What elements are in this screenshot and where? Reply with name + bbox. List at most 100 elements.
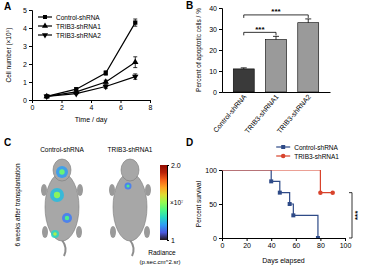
tick-label: 40 xyxy=(268,242,276,249)
signal-spot-core xyxy=(54,192,60,198)
x-axis: Control-shRNATRIB3-shRNA1TRIB3-shRNA2 xyxy=(212,92,331,135)
line xyxy=(222,170,318,238)
tick: 100 xyxy=(340,238,352,249)
panel-label: A xyxy=(4,1,11,12)
tick: 8 xyxy=(149,100,153,111)
bar xyxy=(266,40,287,93)
significance-label: *** xyxy=(271,7,281,16)
tick-label: 0 xyxy=(31,104,35,111)
line xyxy=(47,77,136,97)
marker xyxy=(104,71,108,75)
tick-mark xyxy=(219,29,222,30)
mouse-body xyxy=(45,173,79,241)
tick-label: 5 xyxy=(23,7,27,14)
mouse-body xyxy=(113,173,147,241)
tick: 60 xyxy=(292,238,300,249)
mouse-limb xyxy=(41,184,47,196)
panel-label: C xyxy=(4,137,11,148)
tick-label: 3 xyxy=(23,43,27,50)
panel: D020406080100050100Days elapsedPercent s… xyxy=(186,137,362,265)
tick-mark xyxy=(29,10,32,11)
plot-area xyxy=(44,19,139,100)
tick: 20 xyxy=(243,238,251,249)
tick-mark xyxy=(345,238,346,241)
tick-mark xyxy=(29,64,32,65)
tick-label: 10 xyxy=(209,68,217,75)
tick: 2 xyxy=(60,100,64,111)
tick-mark xyxy=(150,100,151,103)
tick: 0 xyxy=(23,97,32,104)
marker xyxy=(133,20,137,24)
tick: 4 xyxy=(23,25,32,32)
signal-spot xyxy=(51,230,59,238)
axis-line xyxy=(168,166,170,241)
axis-line xyxy=(33,101,151,104)
tick-mark xyxy=(219,92,222,93)
panel: B010203040Control-shRNATRIB3-shRNA1TRIB3… xyxy=(186,0,331,135)
bar xyxy=(298,23,319,92)
marker xyxy=(288,202,292,206)
tick-mark xyxy=(121,100,122,103)
panel: A02468012345Time / dayCell number (×10⁵)… xyxy=(4,1,153,124)
tick-label: 60 xyxy=(292,242,300,249)
legend-marker xyxy=(281,154,286,159)
image-label: Control-shRNA xyxy=(40,146,84,153)
signal-spot-core xyxy=(59,169,64,174)
error-bar xyxy=(273,36,279,39)
tick: TRIB3-shRNA1 xyxy=(243,92,279,135)
image-label: TRIB3-shRNA1 xyxy=(108,146,153,153)
colorbar xyxy=(160,165,167,240)
tick-label: 1 xyxy=(171,237,175,244)
legend-label: Control-shRNA xyxy=(56,14,100,21)
x-axis: 020406080100 xyxy=(221,238,352,249)
mouse-head xyxy=(121,159,139,181)
plot-area xyxy=(222,170,335,238)
marker xyxy=(103,78,109,84)
tick: 1 xyxy=(23,79,32,86)
tick-label: 1 xyxy=(23,79,27,86)
tick: 40 xyxy=(209,5,222,12)
mouse xyxy=(109,159,151,256)
tick: 50 xyxy=(209,201,222,208)
legend-label: TRIB3-shRNA1 xyxy=(56,23,101,30)
error-bar xyxy=(305,19,311,23)
y-axis: 0 1 2 3 4 5 xyxy=(23,7,32,104)
line xyxy=(47,62,136,96)
mouse-limb xyxy=(77,184,83,196)
tick-mark xyxy=(167,240,169,241)
legend-marker xyxy=(281,145,285,149)
tick-mark xyxy=(219,238,222,239)
mouse-tail xyxy=(62,240,66,256)
tick: 3 xyxy=(23,43,32,50)
plot-area xyxy=(233,19,318,92)
tick: 2 xyxy=(23,61,32,68)
tick-mark xyxy=(29,28,32,29)
tick-mark xyxy=(247,238,248,241)
tick-label: 0 xyxy=(23,97,27,104)
tick-label: 80 xyxy=(317,242,325,249)
tick-label: 2 xyxy=(60,104,64,111)
figure: A02468012345Time / dayCell number (×10⁵)… xyxy=(0,0,370,272)
tick-label: 30 xyxy=(209,26,217,33)
line xyxy=(47,23,136,97)
bar xyxy=(233,69,254,92)
significance-bracket xyxy=(349,193,352,238)
side-label: 6 weeks after transplantation xyxy=(14,163,22,246)
marker xyxy=(291,213,295,217)
tick-label: 2.0 xyxy=(171,162,181,169)
tick: TRIB3-shRNA2 xyxy=(276,92,312,135)
tick: 4 xyxy=(90,100,94,111)
tick-label: 0 xyxy=(213,235,217,242)
axis-line xyxy=(223,92,331,93)
tick: 0 xyxy=(213,235,222,242)
legend-marker xyxy=(42,33,48,38)
signal-spot xyxy=(56,166,68,178)
colorbar-units: (p.sec.cm^2.sr) xyxy=(140,259,181,265)
tick-label: TRIB3-shRNA1 xyxy=(243,93,279,135)
y-axis: 010203040 xyxy=(209,5,222,96)
tick-label: 2 xyxy=(23,61,27,68)
tick: 6 xyxy=(119,100,123,111)
colorbar-multiplier: ×10⁷ xyxy=(170,199,184,206)
tick-mark xyxy=(219,71,222,72)
mouse-limb xyxy=(110,226,116,238)
